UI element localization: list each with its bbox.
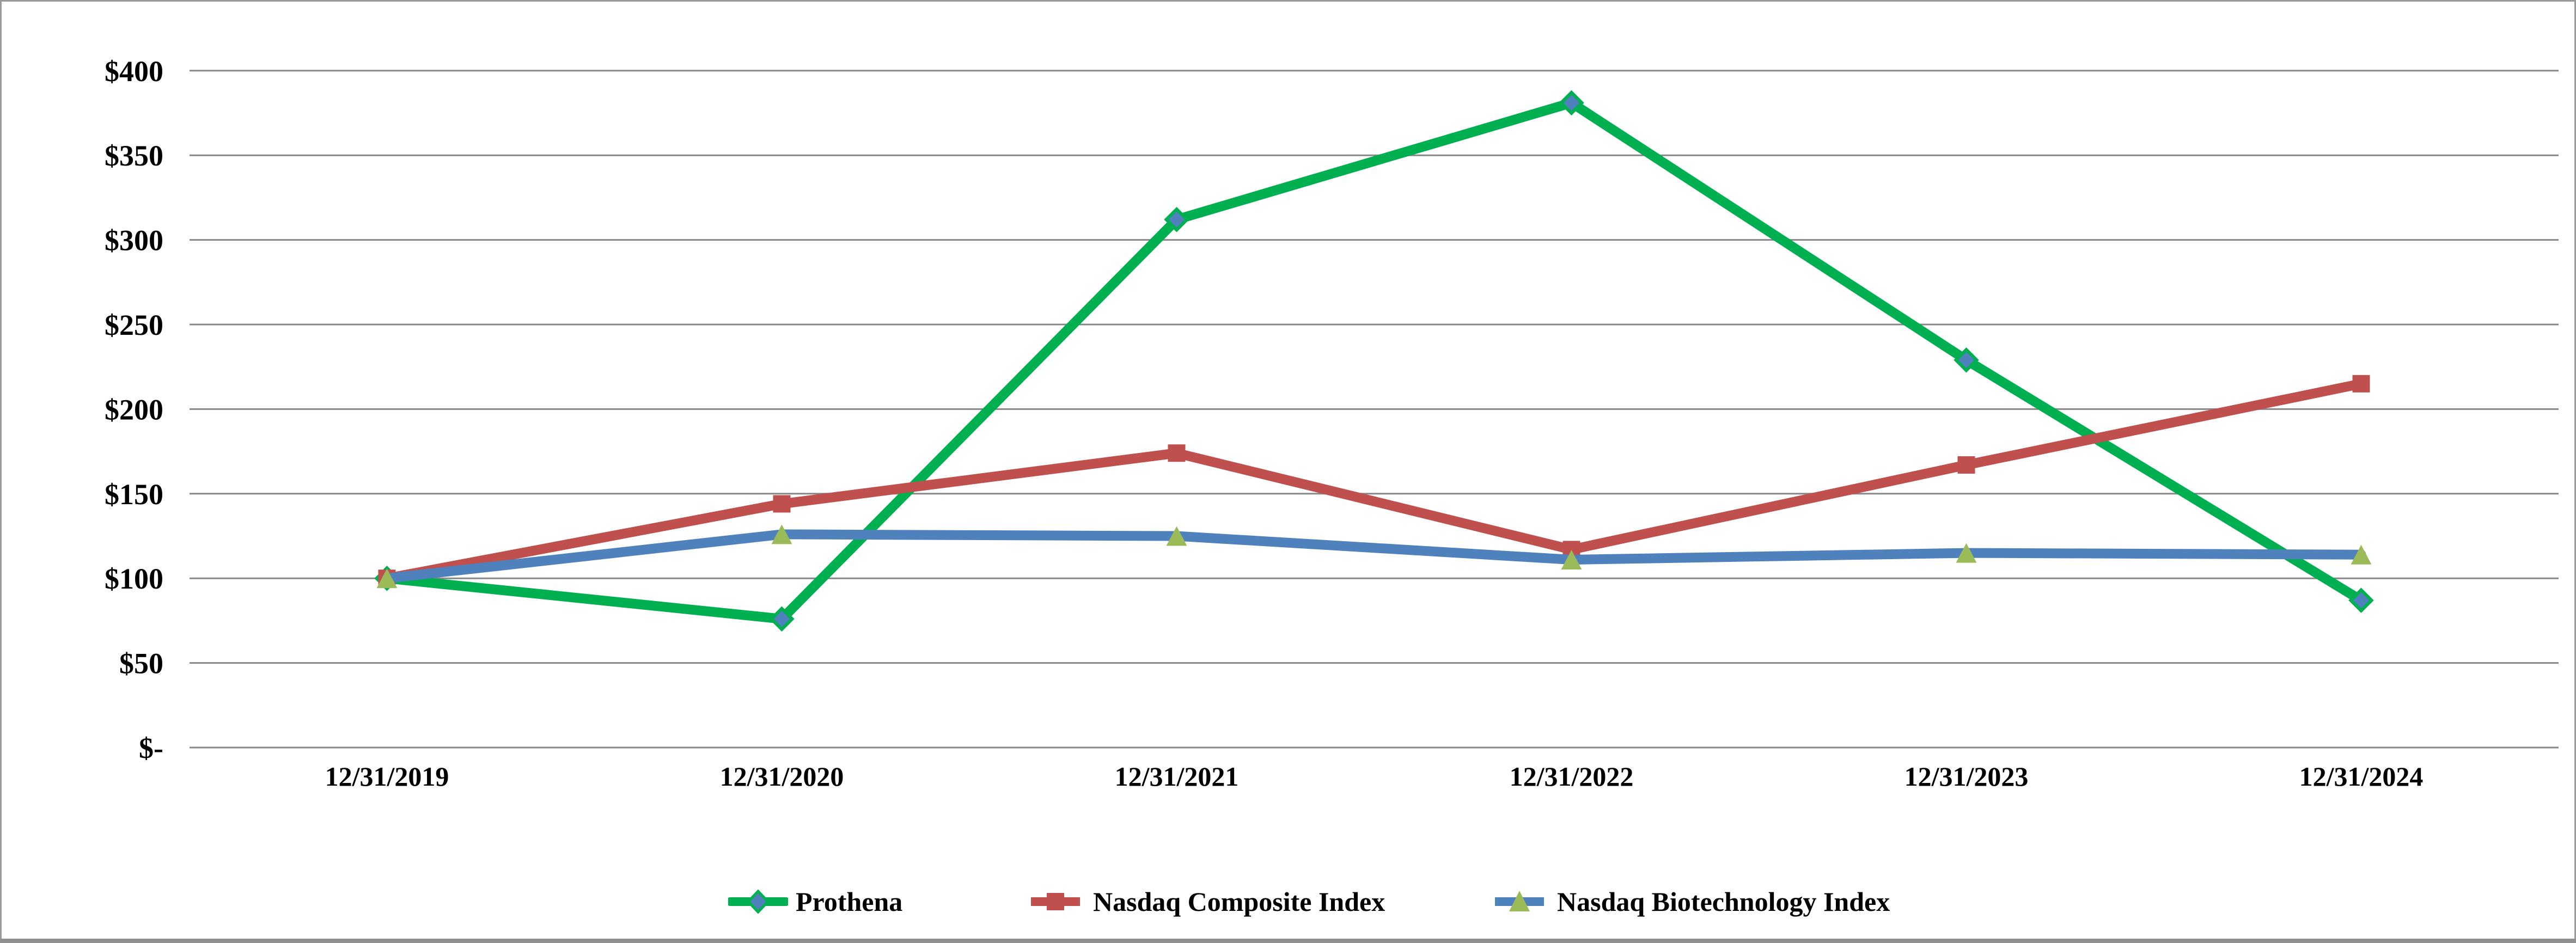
x-axis-label: 12/31/2021 <box>1115 761 1239 792</box>
data-point-marker-prothena <box>769 606 795 632</box>
legend-label-nasdaq-biotech: Nasdaq Biotechnology Index <box>1557 886 1890 917</box>
data-point-marker-nasdaq-biotechnology-index <box>2351 544 2372 565</box>
data-point-marker-nasdaq-composite-index <box>1957 456 1975 474</box>
x-axis-label: 12/31/2020 <box>720 761 844 792</box>
legend-label-prothena: Prothena <box>796 886 903 917</box>
data-point-marker-nasdaq-biotechnology-index <box>1166 526 1187 546</box>
x-axis-label: 12/31/2023 <box>1904 761 2029 792</box>
y-axis-tick-label: $300 <box>105 224 163 257</box>
data-point-marker-prothena <box>1164 207 1189 232</box>
y-axis-tick-label: $- <box>139 732 163 764</box>
data-point-marker-prothena <box>1954 347 1979 373</box>
chart-legend: Prothena Nasdaq Composite Index Nasdaq B… <box>0 886 2576 917</box>
legend-item-nasdaq-composite: Nasdaq Composite Index <box>1025 886 1385 917</box>
data-point-marker-nasdaq-biotechnology-index <box>1561 550 1582 570</box>
series-line-nasdaq-biotechnology-index <box>382 529 2366 584</box>
x-axis-label: 12/31/2019 <box>325 761 449 792</box>
frame-border-top <box>0 0 2576 2</box>
data-point-marker-nasdaq-biotechnology-index <box>376 568 398 589</box>
y-axis-tick-label: $350 <box>105 139 163 172</box>
data-point-marker-prothena <box>1559 90 1584 116</box>
diamond-marker-icon <box>728 890 788 914</box>
triangle-marker-icon <box>1495 891 1544 911</box>
series-line-prothena <box>382 97 2366 624</box>
y-axis-tick-label: $100 <box>105 562 163 595</box>
x-axis-label: 12/31/2022 <box>1510 761 1634 792</box>
data-point-marker-nasdaq-biotechnology-index <box>1956 543 1977 563</box>
square-marker-icon <box>1031 893 1080 910</box>
data-point-marker-nasdaq-composite-index <box>773 495 791 513</box>
series-line-nasdaq-composite-index <box>382 378 2366 584</box>
frame-border-right <box>2574 0 2576 943</box>
frame-border-left <box>0 0 2 943</box>
y-axis-tick-label: $150 <box>105 478 163 511</box>
y-axis-tick-label: $400 <box>105 55 163 88</box>
y-axis-tick-label: $250 <box>105 309 163 341</box>
data-point-marker-nasdaq-biotechnology-index <box>771 524 792 544</box>
y-axis-tick-label: $200 <box>105 393 163 426</box>
legend-item-prothena: Prothena <box>728 886 903 917</box>
frame-border-bottom <box>0 939 2576 943</box>
data-point-marker-nasdaq-composite-index <box>1168 444 1186 462</box>
data-point-marker-prothena <box>2348 587 2374 613</box>
y-axis-tick-label: $50 <box>119 647 163 680</box>
x-axis-label: 12/31/2024 <box>2299 761 2424 792</box>
legend-item-nasdaq-biotech: Nasdaq Biotechnology Index <box>1490 886 1890 917</box>
legend-label-nasdaq-composite: Nasdaq Composite Index <box>1093 886 1385 917</box>
data-point-marker-nasdaq-composite-index <box>2352 375 2370 393</box>
